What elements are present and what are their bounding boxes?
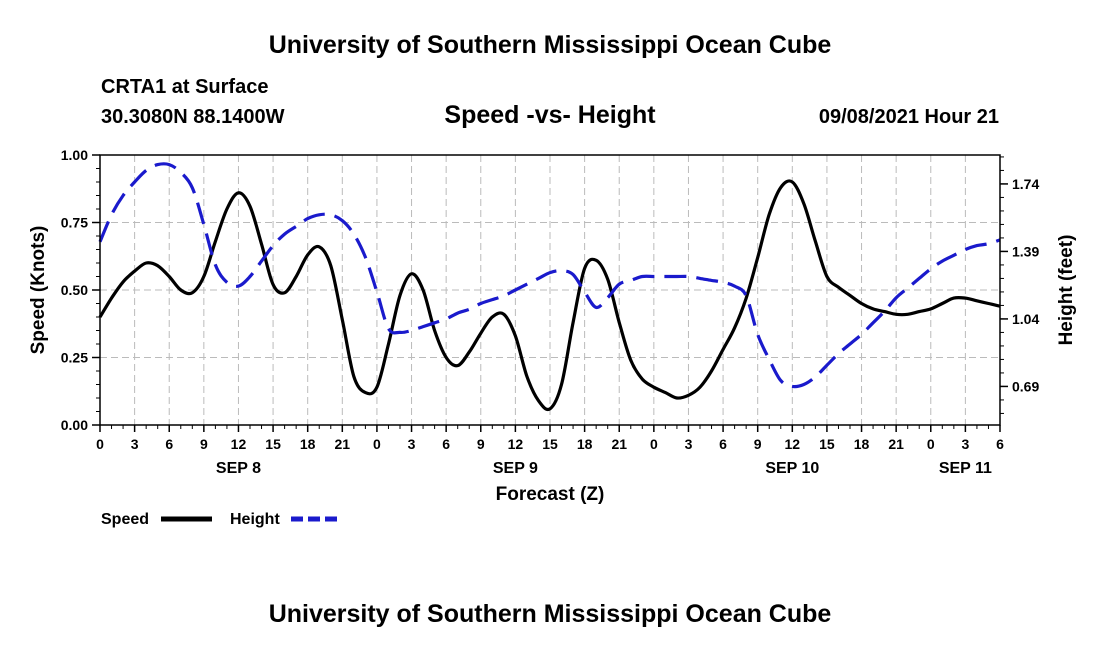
page-footer-title: University of Southern Mississippi Ocean… — [268, 600, 832, 628]
y-axis-title: Speed (Knots) — [28, 226, 49, 355]
y-tick-label: 0.75 — [61, 215, 88, 231]
forecast-datetime: 09/08/2021 Hour 21 — [818, 106, 999, 128]
y-tick-label: 0.50 — [61, 282, 88, 298]
date-label: SEP 11 — [939, 460, 992, 477]
x-tick-label: 6 — [165, 436, 173, 452]
legend-speed-label: Speed — [101, 511, 149, 528]
axes: 0 3 6 9 12 15 18 21 0 3 6 9 12 15 18 21 0 3 6 9 12 15 18 21 0 3 6 0… — [28, 147, 1077, 505]
x-tick-label: 15 — [265, 436, 281, 452]
x-tick-label: 9 — [754, 436, 762, 452]
x-tick-label: 18 — [300, 436, 316, 452]
x-tick-label: 6 — [996, 436, 1004, 452]
x-tick-label: 21 — [335, 436, 351, 452]
x-tick-label: 0 — [927, 436, 935, 452]
y2-tick-label: 1.39 — [1012, 243, 1039, 259]
legend-height-label: Height — [230, 511, 280, 528]
speed-series-line — [98, 179, 1001, 412]
x-tick-label: 3 — [131, 436, 139, 452]
x-tick-label: 12 — [231, 436, 247, 452]
x-tick-label: 0 — [650, 436, 658, 452]
x-tick-label: 3 — [961, 436, 969, 452]
y2-tick-label: 0.69 — [1012, 378, 1039, 394]
station-name: CRTA1 at Surface — [101, 76, 269, 98]
x-tick-label: 6 — [719, 436, 727, 452]
x-tick-label: 15 — [542, 436, 558, 452]
grid — [100, 155, 1000, 425]
y2-axis-title: Height (feet) — [1056, 235, 1077, 346]
y-tick-label: 0.25 — [61, 350, 88, 366]
x-tick-label: 12 — [508, 436, 524, 452]
x-tick-label: 3 — [408, 436, 416, 452]
x-tick-label: 3 — [685, 436, 693, 452]
x-tick-label: 21 — [611, 436, 627, 452]
x-tick-label: 18 — [577, 436, 593, 452]
y2-tick-label: 1.74 — [1012, 176, 1039, 192]
y2-tick-label: 1.04 — [1012, 311, 1039, 327]
chart-title: Speed -vs- Height — [444, 101, 656, 129]
x-tick-label: 15 — [819, 436, 835, 452]
x-tick-label: 18 — [854, 436, 870, 452]
x-tick-label: 0 — [96, 436, 104, 452]
height-series-line — [98, 162, 1001, 389]
x-axis-title: Forecast (Z) — [496, 484, 605, 505]
x-tick-label: 0 — [373, 436, 381, 452]
x-tick-label: 9 — [200, 436, 208, 452]
y-tick-label: 1.00 — [61, 147, 88, 163]
x-tick-label: 6 — [442, 436, 450, 452]
station-coordinates: 30.3080N 88.1400W — [101, 106, 285, 128]
x-tick-label: 21 — [888, 436, 904, 452]
series-layer — [98, 162, 1001, 412]
page-title: University of Southern Mississippi Ocean… — [268, 31, 832, 59]
legend: Speed Height — [101, 511, 342, 528]
x-tick-label: 12 — [785, 436, 801, 452]
x-tick-label: 9 — [477, 436, 485, 452]
date-label: SEP 9 — [493, 460, 538, 477]
date-label: SEP 8 — [216, 460, 261, 477]
y-tick-label: 0.00 — [61, 417, 88, 433]
date-label: SEP 10 — [765, 460, 819, 477]
